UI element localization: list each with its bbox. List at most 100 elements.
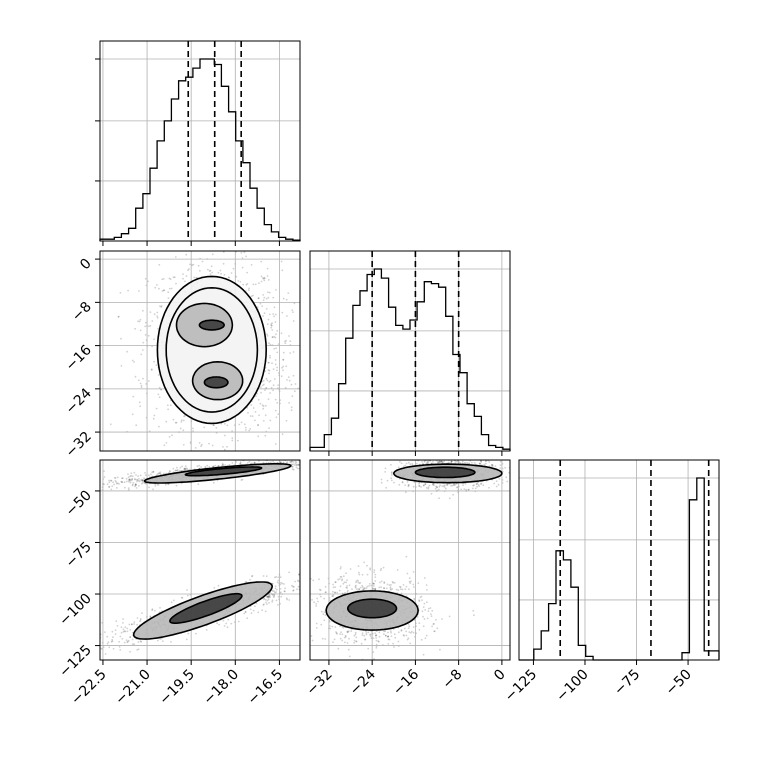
scatter-point	[367, 647, 370, 650]
scatter-point	[273, 347, 276, 350]
scatter-point	[261, 404, 264, 407]
scatter-point	[493, 456, 495, 458]
scatter-point	[421, 460, 423, 463]
scatter-point	[197, 483, 200, 486]
scatter-point	[393, 581, 396, 584]
scatter-point	[121, 481, 124, 483]
scatter-point	[390, 474, 393, 476]
scatter-point	[335, 457, 337, 459]
scatter-point	[431, 483, 434, 486]
scatter-point	[128, 478, 131, 481]
scatter-point	[168, 277, 171, 280]
scatter-point	[129, 478, 131, 481]
scatter-point	[269, 379, 272, 382]
scatter-point	[405, 585, 408, 588]
scatter-point	[264, 434, 267, 437]
scatter-point	[400, 588, 402, 591]
scatter-point	[488, 457, 490, 459]
scatter-point	[275, 588, 278, 591]
scatter-point	[271, 362, 273, 365]
scatter-point	[142, 309, 144, 312]
scatter-point	[268, 369, 271, 372]
scatter-point	[264, 598, 267, 601]
scatter-point	[424, 483, 427, 486]
scatter-point	[144, 321, 147, 324]
scatter-point	[155, 364, 158, 366]
scatter-point	[137, 641, 140, 643]
scatter-point	[256, 306, 259, 308]
scatter-point	[249, 415, 252, 417]
scatter-point	[261, 609, 263, 612]
scatter-point	[310, 458, 312, 460]
scatter-point	[192, 430, 195, 432]
scatter-point	[202, 458, 204, 460]
scatter-point	[139, 474, 142, 477]
scatter-point	[125, 639, 128, 642]
scatter-point	[257, 297, 260, 300]
scatter-point	[308, 460, 310, 462]
scatter-point	[262, 299, 265, 301]
scatter-point	[488, 486, 490, 489]
scatter-point	[103, 483, 105, 486]
scatter-point	[423, 577, 426, 579]
scatter-point	[226, 445, 228, 448]
scatter-point	[379, 569, 382, 572]
scatter-point	[224, 448, 226, 451]
scatter-point	[127, 289, 129, 292]
scatter-point	[445, 457, 447, 459]
scatter-point	[217, 465, 220, 467]
scatter-point	[255, 395, 257, 397]
scatter-point	[403, 627, 406, 630]
scatter-point	[156, 311, 159, 314]
scatter-point	[334, 591, 336, 594]
scatter-point	[115, 481, 118, 483]
scatter-point	[85, 641, 87, 643]
scatter-point	[302, 459, 304, 461]
scatter-point	[290, 409, 293, 412]
scatter-point	[284, 458, 286, 460]
scatter-point	[420, 595, 423, 598]
scatter-point	[183, 469, 185, 472]
scatter-point	[112, 647, 115, 650]
scatter-point	[266, 267, 269, 270]
scatter-point	[262, 420, 265, 422]
scatter-point	[295, 461, 298, 464]
scatter-point	[384, 634, 387, 637]
scatter-point	[231, 437, 234, 440]
scatter-point	[274, 313, 277, 316]
scatter-point	[240, 479, 243, 481]
scatter-point	[268, 372, 270, 375]
scatter-point	[472, 484, 474, 487]
scatter-point	[95, 630, 97, 632]
scatter-point	[450, 484, 452, 487]
scatter-point	[130, 479, 133, 482]
scatter-point	[150, 473, 152, 476]
scatter-point	[499, 460, 502, 463]
scatter-point	[344, 641, 346, 644]
scatter-point	[104, 631, 106, 633]
scatter-point	[108, 485, 111, 488]
scatter-point	[308, 613, 310, 615]
scatter-point	[383, 633, 385, 636]
scatter-point	[283, 583, 285, 585]
scatter-point	[279, 399, 282, 401]
scatter-point	[301, 457, 303, 459]
scatter-point	[284, 342, 287, 345]
scatter-point	[250, 404, 253, 406]
scatter-point	[448, 615, 451, 618]
scatter-point	[137, 320, 140, 323]
scatter-point	[390, 477, 393, 480]
scatter-point	[267, 398, 270, 400]
scatter-point	[180, 419, 183, 422]
scatter-point	[179, 466, 182, 469]
scatter-point	[271, 590, 274, 592]
scatter-point	[118, 315, 120, 318]
scatter-point	[189, 263, 191, 266]
scatter-point	[476, 485, 478, 488]
scatter-point	[393, 646, 395, 648]
scatter-point	[263, 312, 266, 315]
scatter-point	[426, 460, 429, 463]
scatter-point	[270, 461, 272, 464]
scatter-point	[262, 277, 264, 279]
scatter-point	[213, 587, 216, 589]
